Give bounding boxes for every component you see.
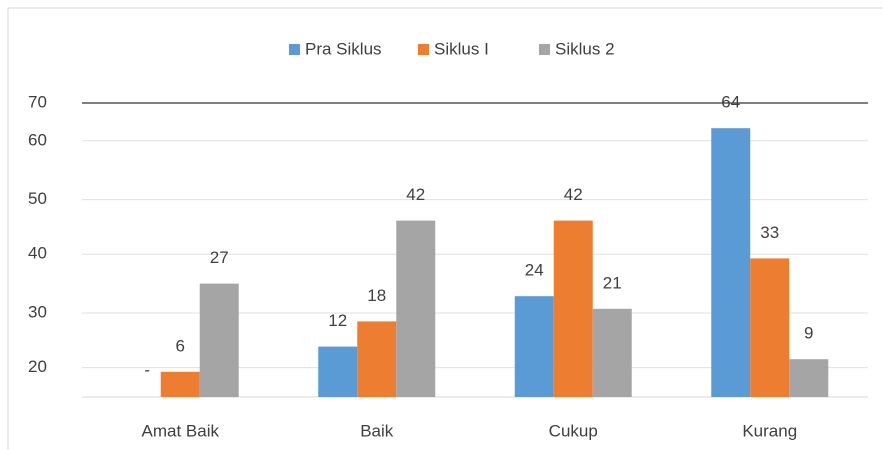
data-label: 64 [721, 93, 740, 112]
bar [553, 220, 593, 397]
x-tick-label: Amat Baik [142, 421, 220, 440]
bar [318, 346, 358, 397]
bar [396, 220, 436, 397]
data-label: 42 [564, 185, 583, 204]
y-tick-label: 40 [28, 244, 47, 263]
y-tick-label: 30 [28, 302, 47, 321]
x-tick-label: Baik [360, 421, 394, 440]
legend-swatch [539, 44, 550, 55]
chart-frame [7, 7, 883, 450]
data-label: 42 [406, 185, 425, 204]
data-label: 6 [176, 336, 185, 355]
bar [750, 258, 790, 397]
y-tick-label: 60 [28, 130, 47, 149]
bar [514, 296, 554, 397]
bar [789, 359, 829, 397]
data-label: 18 [367, 286, 386, 305]
legend-label: Siklus 2 [555, 39, 615, 58]
bar [199, 283, 239, 397]
bar [357, 321, 397, 397]
y-tick-label: 70 [28, 92, 47, 111]
legend-swatch [418, 44, 429, 55]
legend-label: Pra Siklus [305, 39, 382, 58]
data-label: 24 [525, 261, 544, 280]
bar [592, 308, 632, 397]
data-label: 9 [804, 324, 813, 343]
x-tick-label: Kurang [742, 421, 797, 440]
legend-swatch [289, 44, 300, 55]
y-tick-label: 20 [28, 357, 47, 376]
data-label: - [144, 360, 150, 379]
legend-label: Siklus I [434, 39, 489, 58]
y-tick-label: 50 [28, 189, 47, 208]
data-label: 33 [760, 223, 779, 242]
bar [711, 128, 751, 397]
data-label: 12 [328, 311, 347, 330]
bar [160, 371, 200, 397]
data-label: 21 [603, 273, 622, 292]
data-label: 27 [210, 248, 229, 267]
x-tick-label: Cukup [549, 421, 598, 440]
